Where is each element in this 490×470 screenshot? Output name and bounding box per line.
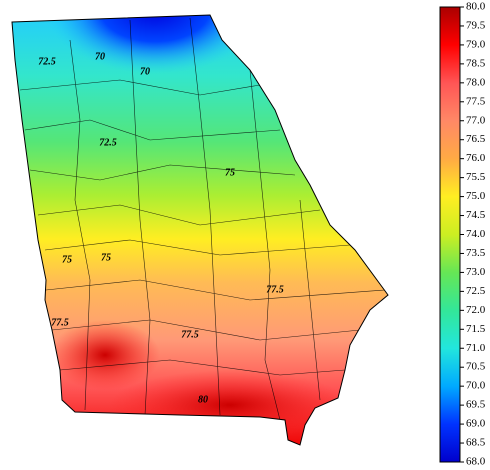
colorbar-tick-label: 73.0 [466,266,486,278]
contour-label: 72.5 [38,56,56,67]
colorbar-tick-label: 78.5 [466,57,486,69]
contour-label: 70 [95,51,105,62]
contour-label: 80 [198,394,208,405]
colorbar-tick-label: 76.5 [466,133,486,145]
contour-label: 75 [62,254,72,265]
colorbar-tick-label: 72.5 [466,285,486,297]
colorbar-tick-label: 71.5 [466,323,486,335]
colorbar-tick-label: 68.5 [466,437,486,449]
colorbar-tick-label: 70.5 [466,361,486,373]
colorbar-tick-label: 79.0 [466,38,486,50]
contour-labels: 72.5 70 70 72.5 75 75 75 77.5 77.5 77.5 80 [38,51,284,405]
contour-label: 77.5 [181,329,199,340]
colorbar-tick-label: 80.0 [466,1,486,13]
colorbar-tick-label: 74.0 [466,228,486,240]
colorbar-tick-label: 71.0 [466,342,486,354]
colorbar-tick-label: 77.5 [466,95,486,107]
colorbar-tick-label: 70.0 [466,380,486,392]
colorbar-tick-label: 69.5 [466,399,486,411]
colorbar-tick-label: 76.0 [466,152,486,164]
colorbar-ticks: 80.0 79.5 79.0 78.5 78.0 77.5 77.0 76.5 76.0 75.5… [460,1,486,468]
contour-label: 75 [225,167,235,178]
colorbar [439,6,461,463]
contour-label: 77.5 [51,317,69,328]
contour-label: 72.5 [99,137,117,148]
contour-label: 75 [101,252,111,263]
map-fill [12,15,388,445]
state-outline [11,14,389,446]
contour-label: 77.5 [266,284,284,295]
colorbar-tick-label: 68.0 [466,456,486,468]
colorbar-tick-label: 75.0 [466,190,486,202]
contour-label: 70 [140,66,150,77]
colorbar-tick-label: 78.0 [466,76,486,88]
colorbar-tick-label: 73.5 [466,247,486,259]
colorbar-tick-label: 74.5 [466,209,486,221]
colorbar-tick-label: 69.0 [466,418,486,430]
colorbar-tick-label: 79.5 [466,19,486,31]
colorbar-tick-label: 77.0 [466,114,486,126]
colorbar-tick-label: 72.0 [466,304,486,316]
colorbar-tick-label: 75.5 [466,171,486,183]
